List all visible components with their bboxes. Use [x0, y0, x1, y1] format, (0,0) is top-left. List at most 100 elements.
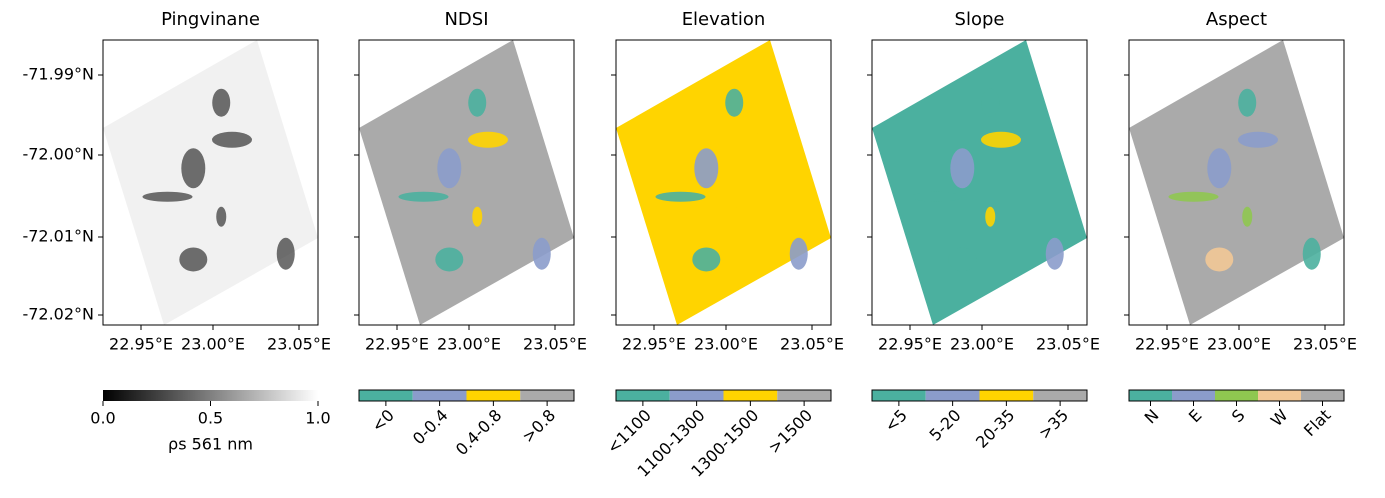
x-tick-label: 22.95°E: [1135, 335, 1199, 354]
map-feature: [1168, 191, 1219, 202]
colorbar-tick-label: W: [1267, 405, 1292, 430]
map-feature: [179, 247, 208, 272]
colorbar-tick-label: 0.4-0.8: [452, 406, 506, 460]
x-tick-label: 23.00°E: [181, 335, 245, 354]
x-tick-label: 23.00°E: [950, 335, 1014, 354]
colorbar-segment: [1258, 390, 1301, 401]
panel-title: Pingvinane: [161, 9, 260, 30]
axes-frame: [871, 39, 1088, 326]
x-tick-label: 23.05°E: [267, 335, 331, 354]
colorbar-tick-label: 5-20: [926, 406, 965, 445]
x-tick-label: 23.00°E: [1207, 335, 1271, 354]
colorbar-tick-label: 0.5: [198, 409, 223, 428]
map-feature: [725, 131, 765, 148]
colorbar-segment: [520, 390, 574, 401]
colorbar-segment: [466, 390, 521, 401]
map: [616, 40, 831, 325]
colorbar-tick-label: N: [1141, 406, 1163, 428]
x-tick-label: 22.95°E: [622, 335, 686, 354]
map-feature: [950, 148, 975, 189]
x-tick-label: 23.00°E: [694, 335, 758, 354]
colorbar-frame: [358, 389, 575, 402]
panel-title: Elevation: [682, 9, 766, 30]
panel-title: NDSI: [444, 9, 488, 30]
axes-frame: [102, 39, 319, 326]
map: [359, 40, 574, 325]
panel-title: Aspect: [1206, 9, 1267, 30]
x-tick-label: 23.05°E: [1293, 335, 1357, 354]
colorbar-segment: [723, 390, 778, 401]
map-feature: [437, 148, 462, 189]
colorbar-segment: [872, 390, 926, 401]
colorbar-tick-label: >1500: [764, 406, 816, 458]
x-tick-label: 23.05°E: [523, 335, 587, 354]
colorbar-segment: [979, 390, 1034, 401]
x-tick-label: 22.95°E: [109, 335, 173, 354]
x-tick-label: 23.05°E: [1036, 335, 1100, 354]
map-feature: [692, 247, 721, 272]
axes-frame: [358, 39, 575, 326]
colorbar-segment: [616, 390, 670, 401]
map-feature: [216, 206, 227, 227]
map-feature: [468, 88, 487, 117]
map-feature: [985, 206, 996, 227]
map-feature: [981, 88, 1000, 117]
map-feature: [181, 148, 206, 189]
map-feature: [468, 131, 508, 148]
map-footprint: [616, 40, 831, 325]
colorbar-segment: [1301, 390, 1344, 401]
map-feature: [472, 206, 483, 227]
colorbar-segment: [925, 390, 980, 401]
map-footprint: [359, 40, 574, 325]
map-footprint: [1129, 40, 1344, 325]
axes-frame: [615, 39, 832, 326]
colorbar-segment: [777, 390, 831, 401]
map-feature: [435, 247, 464, 272]
map-feature: [1045, 237, 1064, 270]
colorbar-segment: [669, 390, 724, 401]
x-tick-label: 23.00°E: [437, 335, 501, 354]
colorbar-segment: [359, 390, 413, 401]
map: [1129, 40, 1344, 325]
colorbar-frame: [871, 389, 1088, 402]
colorbar-tick-label: E: [1185, 406, 1206, 427]
map-feature: [142, 191, 193, 202]
map-feature: [725, 88, 744, 117]
map-feature: [532, 237, 551, 270]
x-tick-label: 23.05°E: [780, 335, 844, 354]
colorbar-tick-label: 0.0: [90, 409, 115, 428]
map-feature: [789, 237, 808, 270]
colorbar-segment: [1033, 390, 1087, 401]
colorbar-tick-label: S: [1228, 406, 1249, 427]
colorbar-tick-label: >0.8: [518, 406, 559, 447]
colorbar-tick-label: >35: [1035, 406, 1072, 443]
map-feature: [655, 191, 706, 202]
map-feature: [1207, 148, 1232, 189]
colorbar: [103, 390, 318, 401]
map-feature: [1205, 247, 1234, 272]
map-feature: [1302, 237, 1321, 270]
colorbar-segment: [1129, 390, 1172, 401]
map-feature: [729, 206, 740, 227]
x-tick-label: 22.95°E: [878, 335, 942, 354]
map-feature: [948, 247, 977, 272]
colorbar-tick-label: <1100: [603, 406, 655, 458]
colorbar-tick-label: Flat: [1300, 406, 1334, 440]
y-tick-label: -71.99°N: [22, 65, 94, 84]
map-feature: [212, 131, 252, 148]
colorbar-tick-label: 0-0.4: [409, 406, 452, 449]
y-tick-label: -72.00°N: [22, 145, 94, 164]
map-feature: [398, 191, 449, 202]
map-feature: [1238, 88, 1257, 117]
map-footprint: [103, 40, 318, 325]
map-footprint: [872, 40, 1087, 325]
map-feature: [276, 237, 295, 270]
colorbar-frame: [615, 389, 832, 402]
map-feature: [1238, 131, 1278, 148]
colorbar-segment: [1215, 390, 1258, 401]
map-feature: [1242, 206, 1253, 227]
axes-frame: [1128, 39, 1345, 326]
panel-title: Slope: [955, 9, 1005, 30]
colorbar-segment: [1172, 390, 1215, 401]
